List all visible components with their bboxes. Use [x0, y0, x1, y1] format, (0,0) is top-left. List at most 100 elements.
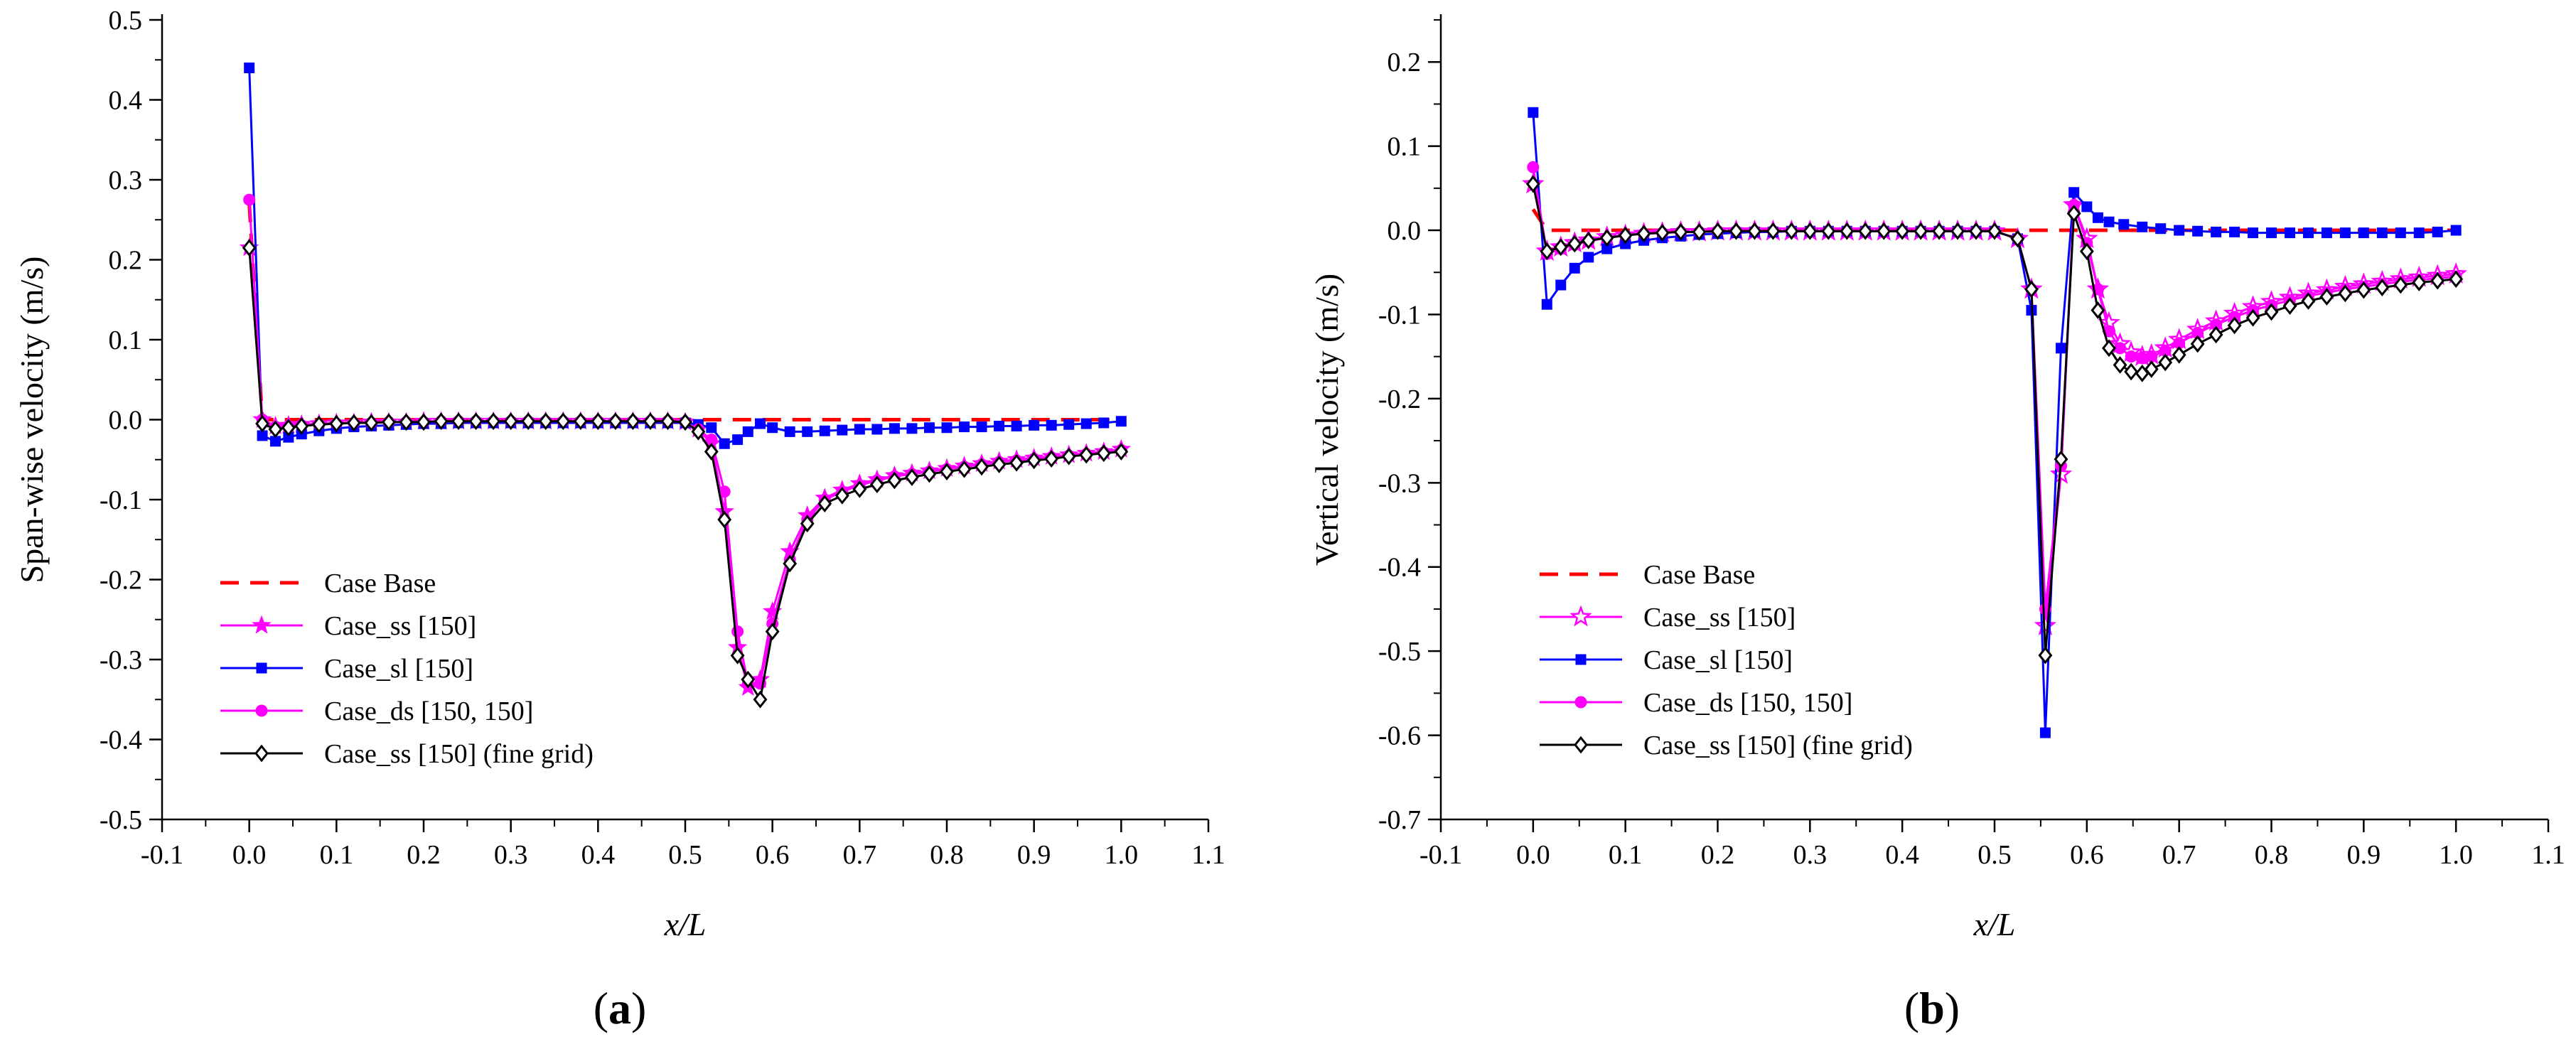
- panel-a-x-tick-label: 0.9: [1017, 840, 1051, 870]
- panel-a-series-3-point: [941, 422, 952, 434]
- panel-a-series-5-point: [329, 414, 344, 433]
- panel-b-series-3-point: [2284, 227, 2295, 239]
- panel-a-legend-item: Case_sl [150]: [220, 654, 473, 684]
- panel-a-series-5-point: [268, 420, 283, 439]
- panel-b-x-tick-label: 0.2: [1701, 840, 1735, 870]
- panel-b-y-axis-title: Vertical velocity (m/s): [1309, 274, 1345, 566]
- panel-a-series-5-point: [434, 412, 449, 431]
- panel-a-series-5-point: [1044, 450, 1059, 468]
- panel-b-series-3-point: [2118, 219, 2130, 230]
- panel-a-legend-item: Case_ds [150, 150]: [220, 696, 533, 726]
- panel-b-y-tick-label: -0.7: [1378, 805, 1421, 835]
- panel-b-series-5-point: [2144, 360, 2159, 378]
- panel-a-legend-label: Case Base: [324, 569, 436, 598]
- panel-b-series-5-point: [2190, 335, 2205, 353]
- panel-a-legend-item: Case_ss [150] (fine grid): [220, 739, 594, 769]
- panel-b-series-3-point: [2432, 226, 2443, 237]
- panel-a-y-tick-label: 0.5: [109, 6, 143, 36]
- panel-b-series-3-point: [2248, 227, 2259, 239]
- panel-b-series-3-point: [2192, 225, 2204, 237]
- panel-a-label-part: a: [608, 983, 631, 1033]
- panel-a-series-5-point: [608, 412, 623, 431]
- panel-b-x-tick-label: 0.1: [1609, 840, 1643, 870]
- panel-a-series-5-point: [538, 412, 553, 431]
- panel-b-series-5-point: [1766, 222, 1781, 240]
- panel-a-x-tick-label: 0.8: [930, 840, 964, 870]
- panel-b-series-4-point: [1527, 161, 1540, 173]
- panel-b-series-5-point: [1673, 223, 1688, 241]
- panel-a-x-tick-label: 0.1: [320, 840, 354, 870]
- panel-a-legend-item: Case_ss [150]: [220, 611, 476, 641]
- panel-a-label-part: (: [594, 983, 608, 1033]
- panel-b-x-tick-label: 0.9: [2347, 840, 2381, 870]
- panel-b-series-4-point: [2114, 342, 2127, 355]
- panel-b-series-5-point: [2091, 301, 2105, 319]
- panel-b-series-5-point: [2209, 326, 2223, 344]
- panel-a-x-tick-label: 0.3: [494, 840, 528, 870]
- panel-a-x-tick-label: -0.1: [141, 840, 183, 870]
- panel-b-series-5-point: [1895, 222, 1910, 240]
- panel-a-series-5-point: [382, 413, 396, 431]
- panel-a-chart-area: -0.1 0.0 0.1 0.2 0.3 0.4 0.5 0.6 0.7 0.8 0.9 1.0 1.1…: [14, 6, 1225, 1033]
- panel-a-y-tick-label: -0.1: [100, 485, 142, 515]
- panel-b-y-tick-label: -0.3: [1378, 468, 1421, 498]
- panel-b-series-5-point: [1858, 222, 1873, 240]
- panel-b-series-3-point: [2092, 212, 2103, 223]
- panel-a-series-3-point: [719, 438, 730, 449]
- panel-a-series-3-point: [1063, 419, 1075, 430]
- panel-b-x-tick-label: -0.1: [1420, 840, 1462, 870]
- panel-b-series-3-point: [2450, 225, 2462, 236]
- panel-b-series-5-point: [1747, 222, 1762, 240]
- panel-b-series-5-point: [2301, 292, 2316, 310]
- panel-b-y-tick-label: 0.2: [1388, 48, 1422, 77]
- panel-a-legend-item: Case Base: [220, 569, 436, 598]
- panel-a-x-tick-label: 0.7: [843, 840, 877, 870]
- panel-a-y-tick-label: -0.2: [100, 566, 142, 596]
- panel-b-legend-label: Case_sl [150]: [1643, 645, 1793, 675]
- panel-b-series-5-point: [2282, 297, 2297, 316]
- panel-a-series-5-point: [242, 239, 257, 257]
- panel-a-series-1: [247, 203, 1122, 421]
- panel-b-series-5-point: [1729, 222, 1744, 240]
- panel-b-series-5-point: [1932, 222, 1947, 240]
- panel-a-series-3-point: [1098, 417, 1110, 429]
- panel-a-series-5-point: [1009, 453, 1024, 472]
- panel-b-y-tick-label: 0.1: [1388, 132, 1422, 162]
- panel-b-series-5-point: [2227, 316, 2242, 335]
- panel-a-series-5-point: [730, 646, 745, 665]
- panel-a-y-tick-label: 0.0: [109, 406, 143, 436]
- panel-a-series-1-line: [247, 203, 1122, 421]
- panel-a-y-tick-label: 0.1: [109, 326, 143, 355]
- panel-a-x-axis-title: x/L: [664, 906, 707, 942]
- panel-a-series-5-point: [417, 413, 431, 431]
- panel-a-series-5-point: [765, 623, 780, 641]
- panel-b-series-5-point: [1618, 226, 1633, 244]
- panel-b-label-part: ): [1945, 983, 1960, 1033]
- panel-b-series-3-point: [1528, 107, 1539, 118]
- panel-b-label-part: (: [1904, 983, 1919, 1033]
- panel-a-axes: -0.1 0.0 0.1 0.2 0.3 0.4 0.5 0.6 0.7 0.8 0.9 1.0 1.1…: [14, 6, 1225, 1033]
- panel-a-series-4-point: [731, 625, 744, 638]
- panel-a-series-3-point: [742, 426, 753, 437]
- panel-a-legend: Case Base Case_ss [150] Case_sl [150] Case_…: [220, 569, 594, 769]
- panel-b-series-layer: [1522, 107, 2467, 738]
- panel-a-x-tick-label: 0.4: [581, 840, 616, 870]
- panel-b-x-tick-label: 1.1: [2531, 840, 2565, 870]
- panel-b-series-5-point: [1636, 225, 1651, 243]
- panel-a-label: (a): [594, 983, 647, 1033]
- panel-a-label-part: ): [631, 983, 646, 1033]
- panel-b-legend-label: Case_ss [150] (fine grid): [1643, 731, 1913, 760]
- panel-b-series-5-point: [2113, 356, 2127, 374]
- panel-b-series-5-point: [2038, 646, 2053, 665]
- panel-a-legend-marker: [254, 744, 269, 763]
- panel-a-series-3-point: [1011, 421, 1022, 431]
- panel-a-series-5-point: [800, 515, 815, 533]
- panel-b-legend-marker: [1574, 696, 1587, 709]
- panel-a-series-5-point: [922, 465, 937, 483]
- panel-a-series-5-point: [691, 422, 706, 441]
- panel-a-series-4-point: [243, 193, 256, 206]
- panel-b-y-tick-label: 0.0: [1388, 216, 1422, 246]
- panel-b-series-5-point: [2393, 276, 2408, 294]
- panel-b-legend-marker: [1574, 736, 1588, 754]
- panel-b-series-5-point: [1581, 231, 1596, 249]
